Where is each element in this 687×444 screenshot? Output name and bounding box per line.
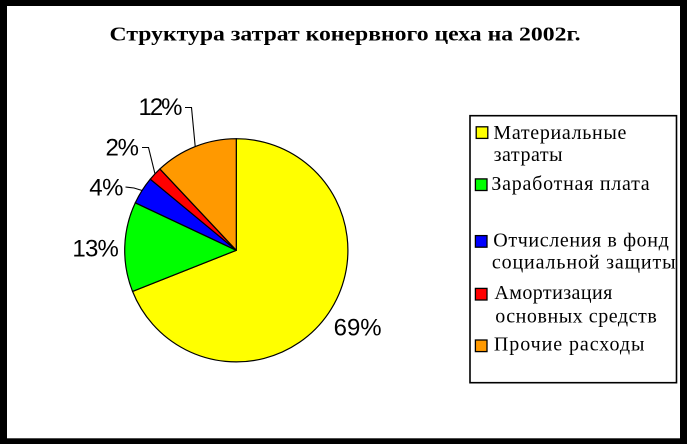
svg-text:4%: 4% bbox=[89, 175, 123, 202]
svg-text:Заработная плата: Заработная плата bbox=[491, 173, 649, 195]
svg-text:социальной защиты: социальной защиты bbox=[492, 252, 676, 274]
svg-text:Отчисления в фонд: Отчисления в фонд bbox=[493, 230, 669, 252]
svg-text:2%: 2% bbox=[106, 135, 140, 162]
svg-text:Амортизация: Амортизация bbox=[494, 282, 612, 304]
svg-text:12%: 12% bbox=[139, 94, 183, 121]
svg-text:основных средств: основных средств bbox=[495, 306, 657, 328]
svg-text:69%: 69% bbox=[334, 315, 382, 342]
svg-text:13%: 13% bbox=[72, 235, 119, 262]
svg-text:Прочие расходы: Прочие расходы bbox=[494, 333, 645, 355]
svg-text:Материальные: Материальные bbox=[493, 122, 626, 144]
svg-text:затраты: затраты bbox=[494, 144, 563, 166]
svg-text:Структура затрат конервного це: Структура затрат конервного цеха на 2002… bbox=[110, 24, 581, 46]
